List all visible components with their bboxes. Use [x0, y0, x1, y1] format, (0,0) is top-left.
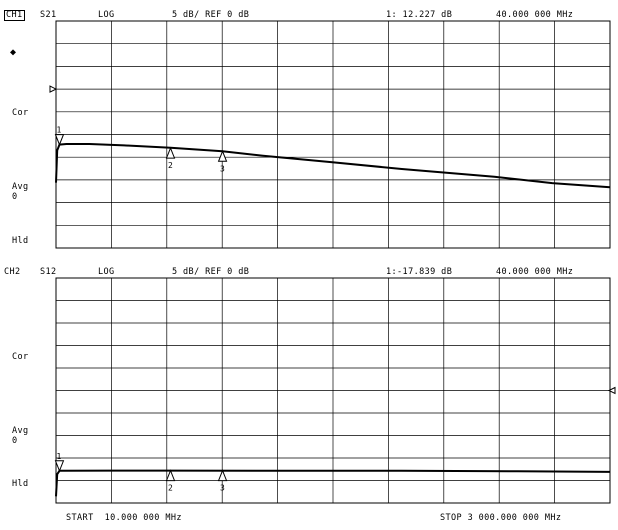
- ch2-marker-3: [217, 469, 228, 482]
- ch2-marker-readout: 1:-17.839 dB: [386, 267, 453, 277]
- ch2-marker-frequency: 40.000 000 MHz: [496, 267, 574, 277]
- ch1-marker-1: [54, 134, 65, 146]
- ch1-trace: [55, 143, 611, 189]
- ch1-label: CH1: [4, 10, 25, 21]
- ch1-sweep-indicator: ◆: [10, 47, 17, 58]
- ch1-marker-3-label: 3: [220, 164, 225, 173]
- ch1-marker-1-label: 1: [56, 126, 61, 135]
- ch1-marker-frequency: 40.000 000 MHz: [496, 10, 574, 20]
- ch2-label: CH2: [4, 267, 21, 277]
- ch2-parameter: S12: [40, 267, 57, 277]
- stop-frequency: STOP 3 000.000 000 MHz: [440, 513, 562, 523]
- ch2-marker-2: [165, 469, 176, 482]
- ch1-cor-annotation: Cor: [12, 108, 29, 118]
- ch2-scale: 5 dB/ REF 0 dB: [172, 267, 250, 277]
- ch2-panel: 1 2 3: [54, 277, 616, 504]
- ch2-hld-annotation: Hld: [12, 479, 29, 489]
- ch1-hld-annotation: Hld: [12, 236, 29, 246]
- ch2-marker-1-label: 1: [56, 452, 61, 461]
- ch2-marker-3-label: 3: [220, 484, 225, 493]
- ch2-cor-annotation: Cor: [12, 352, 29, 362]
- ch2-avg-annotation: Avg: [12, 426, 29, 436]
- ch2-marker-1: [54, 460, 65, 473]
- ch1-marker-2: [165, 146, 176, 159]
- ch2-reference-marker: [607, 386, 616, 395]
- ch1-avg-annotation: Avg: [12, 182, 29, 192]
- ch1-reference-marker: [49, 85, 58, 93]
- ch1-marker-3: [217, 149, 228, 162]
- ch1-parameter: S21: [40, 10, 57, 20]
- ch2-avg-count: 0: [12, 436, 18, 446]
- ch1-format: LOG: [98, 10, 115, 20]
- ch1-marker-readout: 1: 12.227 dB: [386, 10, 453, 20]
- ch2-marker-2-label: 2: [168, 484, 173, 493]
- ch2-format: LOG: [98, 267, 115, 277]
- ch1-panel: 1 2 3: [49, 20, 611, 249]
- start-frequency: START 10.000 000 MHz: [66, 513, 182, 523]
- ch1-marker-2-label: 2: [168, 161, 173, 170]
- ch1-scale: 5 dB/ REF 0 dB: [172, 10, 250, 20]
- ch1-avg-count: 0: [12, 192, 18, 202]
